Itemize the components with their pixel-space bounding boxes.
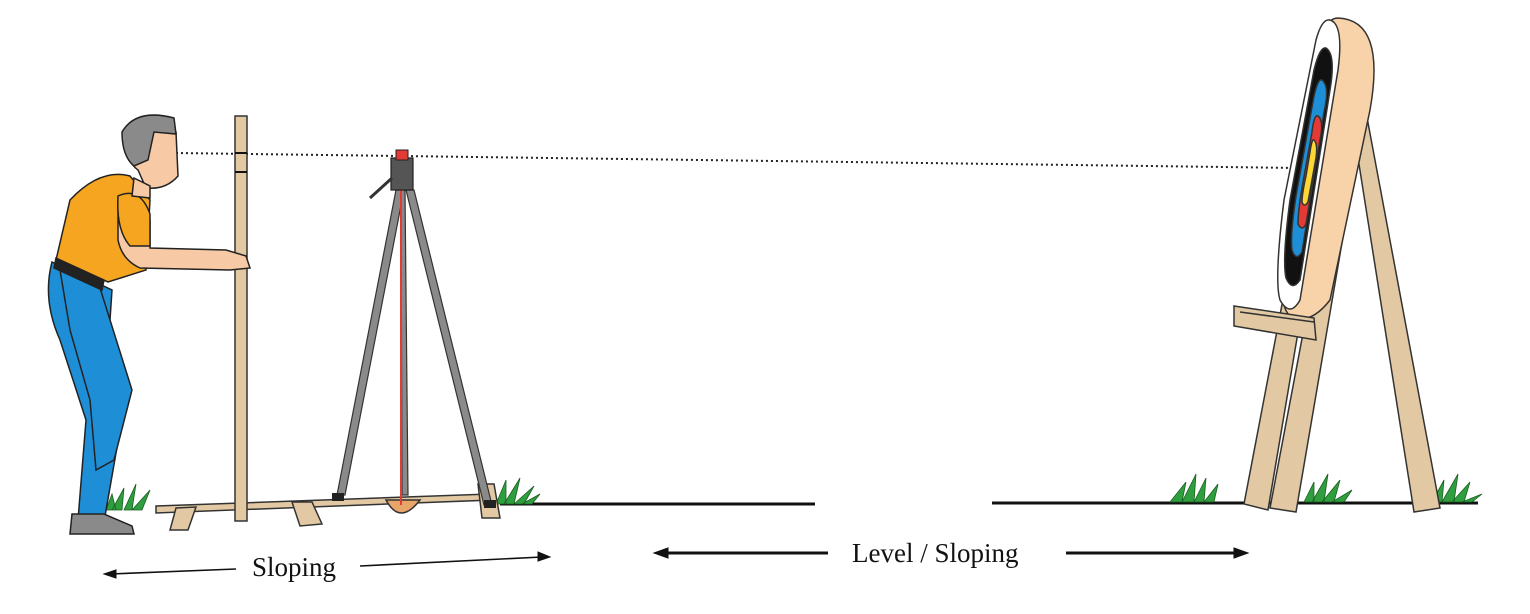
- sighting-pole: [234, 115, 248, 522]
- sight-line: [175, 152, 1299, 169]
- archer-figure: [47, 114, 252, 535]
- grass-tuft: [105, 483, 151, 511]
- grass-tuft: [1169, 473, 1219, 503]
- level-sloping-range-label: Level / Sloping: [852, 538, 1019, 568]
- sloping-baseboard: [155, 483, 501, 531]
- ground-lines: [500, 501, 1478, 506]
- grass-tuft: [1303, 473, 1353, 503]
- grass-tuft: [1431, 473, 1483, 503]
- sloping-range-label: Sloping: [252, 552, 337, 582]
- archery-target-butt: [1233, 17, 1441, 513]
- grass-tuft: [495, 477, 541, 505]
- laser-tripod: [332, 149, 496, 508]
- range-arrows: [102, 547, 1250, 579]
